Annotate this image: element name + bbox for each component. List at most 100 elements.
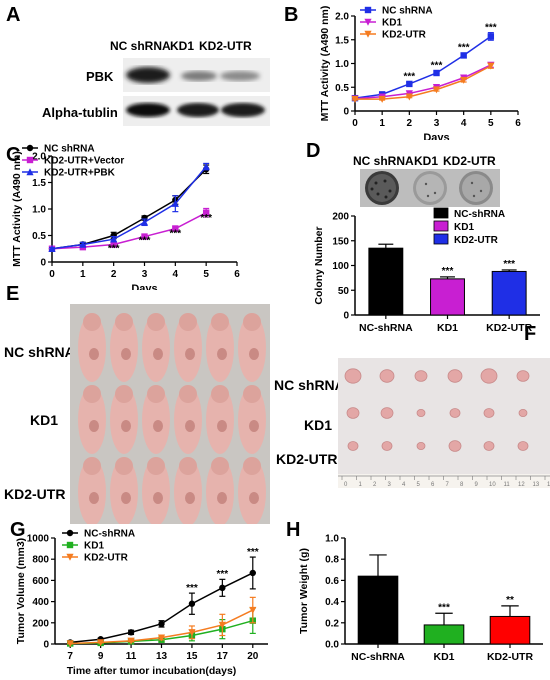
mouse xyxy=(142,314,170,382)
mouse-head xyxy=(147,313,165,331)
y-tick-label: 800 xyxy=(32,555,49,566)
mouse-tumor xyxy=(89,420,99,432)
legend-label: KD1 xyxy=(382,18,402,29)
tumor xyxy=(483,441,495,451)
mouse xyxy=(206,386,234,454)
x-tick-label: 5 xyxy=(203,269,209,280)
ruler-tick-label: 2 xyxy=(373,482,377,488)
row-label-tubulin: Alpha-tublin xyxy=(42,105,118,120)
ruler-tick-label: 0 xyxy=(344,482,348,488)
tumor xyxy=(517,441,529,451)
mice-image xyxy=(70,304,270,524)
mouse-tumor xyxy=(153,492,163,504)
tumor xyxy=(414,370,428,382)
mouse xyxy=(142,458,170,524)
data-point xyxy=(79,240,87,248)
data-point xyxy=(188,600,196,607)
ruler-tick-label: 13 xyxy=(533,482,540,488)
mouse-tumor xyxy=(185,420,195,432)
significance-marker: *** xyxy=(200,213,212,224)
mouse-head xyxy=(83,385,101,403)
band-pbk-kd2 xyxy=(220,71,260,81)
x-tick-label: 1 xyxy=(80,269,86,280)
significance-marker: *** xyxy=(431,60,443,71)
bar-KD2-UTR xyxy=(491,270,527,316)
data-point xyxy=(406,80,413,88)
ruler-tick-label: 12 xyxy=(518,482,525,488)
x-tick-label: KD1 xyxy=(433,651,454,663)
band-tub-kd2 xyxy=(221,103,265,117)
x-tick-label: 3 xyxy=(142,269,148,280)
series-line xyxy=(51,166,207,250)
mice-row-label-nc: NC shRNA xyxy=(4,344,75,360)
x-tick-label: 4 xyxy=(461,118,467,129)
y-tick-label: 100 xyxy=(332,261,349,272)
blot-image xyxy=(123,58,270,126)
legend-label: KD2-UTR+PBK xyxy=(44,168,116,179)
ruler-tick-label: 11 xyxy=(504,482,511,488)
chart-c-mtt: 0 0.5 1.0 1.5 2.0 0 1 2 3 4 5 6 Days MTT Activity (A4… xyxy=(11,144,240,291)
band-tub-nc xyxy=(126,103,170,117)
tumor xyxy=(346,407,360,419)
y-tick-label: 1.0 xyxy=(32,205,46,216)
x-tick-label: 4 xyxy=(173,269,179,280)
mouse-tumor xyxy=(121,492,131,504)
legend-marker xyxy=(26,156,34,164)
mouse xyxy=(206,314,234,382)
mouse-head xyxy=(83,313,101,331)
mouse-tumor xyxy=(185,348,195,360)
bar-KD2-UTR xyxy=(489,615,531,645)
western-blot-panel: NC shRNA KD1 KD2-UTR PBK Alpha-tublin xyxy=(0,0,280,140)
x-tick-label: NC-shRNA xyxy=(359,322,413,334)
series-line xyxy=(51,212,207,250)
mouse-tumor xyxy=(249,420,259,432)
y-tick-label: 400 xyxy=(32,597,49,608)
legend-marker xyxy=(26,168,34,176)
legend-label: NC-shRNA xyxy=(454,209,505,220)
mouse-head xyxy=(179,313,197,331)
mouse xyxy=(174,314,202,382)
significance-marker: *** xyxy=(442,266,454,277)
tumor xyxy=(381,441,393,451)
data-point xyxy=(218,621,226,629)
data-point xyxy=(487,62,495,70)
mouse-tumor xyxy=(217,420,227,432)
x-tick-label: 6 xyxy=(234,269,240,280)
y-tick-label: 150 xyxy=(332,236,349,247)
chart-d-colony: 0 50 100 150 200 Colony Number NC-shRNA KD1 *** K… xyxy=(313,207,540,334)
significance-marker: ** xyxy=(506,595,514,606)
ruler-tick-label: 14 xyxy=(547,482,550,488)
y-axis-label: Tumor Weight (g) xyxy=(298,548,310,634)
mice-row-label-kd1: KD1 xyxy=(30,412,59,428)
data-point xyxy=(141,233,148,240)
legend-label: KD2-UTR xyxy=(84,553,129,564)
legend-swatch xyxy=(433,233,449,245)
mouse-tumor xyxy=(121,348,131,360)
legend-marker xyxy=(26,144,34,152)
tumor xyxy=(447,369,463,383)
ruler-tick-label: 8 xyxy=(460,482,464,488)
bar-NC-shRNA xyxy=(357,575,399,645)
ruler-tick-label: 7 xyxy=(446,482,450,488)
x-tick-label: 9 xyxy=(98,651,104,662)
x-tick-label: 2 xyxy=(407,118,413,129)
y-axis-label: Tumor Volume (mm3) xyxy=(15,538,27,644)
data-point xyxy=(378,95,386,103)
mouse-head xyxy=(243,385,261,403)
series-line xyxy=(355,65,492,100)
y-tick-label: 0 xyxy=(40,258,46,269)
mice-photo-panel: NC shRNA KD1 KD2-UTR xyxy=(0,300,270,525)
legend-marker xyxy=(66,553,74,561)
data-point xyxy=(249,606,257,614)
panel-label-f: F xyxy=(524,323,537,345)
mouse-tumor xyxy=(121,420,131,432)
legend-label: NC shRNA xyxy=(382,6,433,17)
mouse-head xyxy=(211,313,229,331)
data-point xyxy=(460,76,468,84)
mouse-tumor xyxy=(89,492,99,504)
mouse-head xyxy=(147,385,165,403)
y-tick-label: 200 xyxy=(32,618,49,629)
ruler-tick-label: 1 xyxy=(359,482,363,488)
data-point xyxy=(127,637,135,645)
bar-NC-shRNA xyxy=(368,247,404,316)
